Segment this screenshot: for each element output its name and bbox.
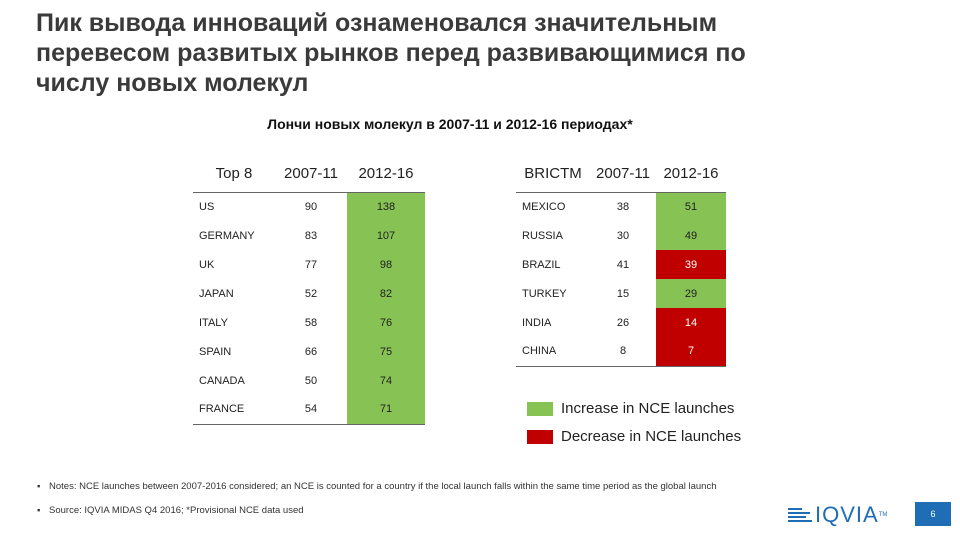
value-2007-11-cell: 8 — [590, 337, 656, 367]
logo-tm: TM — [878, 512, 888, 518]
value-2007-11-cell: 38 — [616, 200, 630, 213]
note-2-text: Source: IQVIA MIDAS Q4 2016; *Provisiona… — [49, 505, 304, 516]
note-1: ▪ Notes: NCE launches between 2007-2016 c… — [37, 481, 717, 492]
table-row: ITALY 58 76 — [193, 308, 425, 337]
value-2007-11-cell: 15 — [616, 287, 630, 300]
value-2012-16-cell: 29 — [656, 279, 726, 308]
legend-decrease: Decrease in NCE launches — [527, 428, 741, 445]
value-2012-16-cell: 51 — [656, 192, 726, 221]
value-2007-11-cell: 30 — [616, 229, 630, 242]
value-2007-11-cell: 83 — [304, 229, 318, 242]
table-row: CHINA 8 7 — [516, 337, 726, 367]
logo-lines-icon — [788, 508, 812, 522]
country-cell: CANADA — [199, 374, 245, 387]
table-row: MEXICO 38 51 — [516, 192, 726, 221]
legend-decrease-label: Decrease in NCE launches — [561, 428, 742, 445]
value-2007-11-cell: 52 — [304, 287, 318, 300]
country-cell: ITALY — [199, 316, 228, 329]
value-2012-16-cell: 74 — [347, 366, 425, 395]
value-2007-11-cell: 90 — [304, 200, 318, 213]
brictm-table: BRICTM 2007-11 2012-16 MEXICO 38 51 RUSSIA 30 49… — [516, 156, 726, 367]
table-row: UK 77 98 — [193, 250, 425, 279]
top8-header-2: 2012-16 — [347, 156, 425, 193]
value-2007-11-cell: 41 — [616, 258, 630, 271]
value-2012-16-cell: 39 — [656, 250, 726, 279]
note-1-text: Notes: NCE launches between 2007-2016 co… — [49, 481, 717, 492]
country-cell: TURKEY — [522, 287, 567, 300]
top8-header-1: 2007-11 — [275, 156, 347, 193]
title-line-1: Пик вывода инноваций ознаменовался значи… — [36, 9, 718, 37]
value-2012-16-cell: 76 — [347, 308, 425, 337]
value-2012-16-cell: 107 — [347, 221, 425, 250]
table-row: GERMANY 83 107 — [193, 221, 425, 250]
country-cell: INDIA — [522, 316, 552, 329]
brictm-header-1: 2007-11 — [590, 156, 656, 193]
table-row: RUSSIA 30 49 — [516, 221, 726, 250]
country-cell: JAPAN — [199, 287, 234, 300]
value-2012-16-cell: 98 — [347, 250, 425, 279]
table-subtitle: Лончи новых молекул в 2007-11 и 2012-16 … — [267, 116, 633, 132]
note-2: ▪ Source: IQVIA MIDAS Q4 2016; *Provision… — [37, 505, 304, 516]
brictm-header-0: BRICTM — [516, 156, 590, 193]
country-cell: GERMANY — [199, 229, 255, 242]
legend-increase-label: Increase in NCE launches — [561, 400, 735, 417]
slide-title: Пик вывода инноваций ознаменовался значи… — [36, 8, 916, 98]
title-line-2: перевесом развитых рынков перед развиваю… — [36, 39, 746, 67]
bullet-icon: ▪ — [37, 505, 41, 516]
country-cell: UK — [199, 258, 215, 271]
value-2007-11-cell: 77 — [304, 258, 318, 271]
brictm-header-row: BRICTM 2007-11 2012-16 — [516, 156, 726, 193]
value-2012-16-cell: 71 — [347, 395, 425, 425]
table-row: BRAZIL 41 39 — [516, 250, 726, 279]
value-2007-11-cell: 26 — [616, 316, 630, 329]
value-2012-16-cell: 49 — [656, 221, 726, 250]
bullet-icon: ▪ — [37, 481, 41, 492]
value-2007-11-cell: 54 — [275, 395, 347, 425]
country-cell: MEXICO — [522, 200, 566, 213]
value-2007-11-cell: 66 — [304, 345, 318, 358]
value-2007-11-cell: 58 — [304, 316, 318, 329]
table-row: US 90 138 — [193, 192, 425, 221]
legend-increase: Increase in NCE launches — [527, 400, 734, 417]
brictm-header-2: 2012-16 — [656, 156, 726, 193]
value-2012-16-cell: 7 — [656, 337, 726, 367]
table-row: JAPAN 52 82 — [193, 279, 425, 308]
value-2007-11-cell: 50 — [304, 374, 318, 387]
value-2012-16-cell: 14 — [656, 308, 726, 337]
table-row: CANADA 50 74 — [193, 366, 425, 395]
top8-header-row: Top 8 2007-11 2012-16 — [193, 156, 425, 193]
table-row: TURKEY 15 29 — [516, 279, 726, 308]
country-cell: BRAZIL — [522, 258, 561, 271]
country-cell: US — [199, 200, 215, 213]
table-row: SPAIN 66 75 — [193, 337, 425, 366]
top8-header-0: Top 8 — [193, 156, 275, 193]
country-cell: RUSSIA — [522, 229, 563, 242]
value-2012-16-cell: 75 — [347, 337, 425, 366]
country-cell: SPAIN — [199, 345, 232, 358]
top8-table: Top 8 2007-11 2012-16 US 90 138 GERMANY 83 107 UK… — [193, 156, 425, 425]
country-cell: FRANCE — [193, 395, 275, 425]
page-number: 6 — [915, 502, 951, 526]
table-row: INDIA 26 14 — [516, 308, 726, 337]
legend-decrease-swatch — [527, 429, 553, 444]
value-2012-16-cell: 138 — [347, 192, 425, 221]
table-row: FRANCE 54 71 — [193, 395, 425, 425]
value-2012-16-cell: 82 — [347, 279, 425, 308]
logo-text: IQVIA — [815, 502, 879, 527]
title-line-3: числу новых молекул — [36, 69, 309, 97]
iqvia-logo: IQVIA TM — [788, 502, 887, 528]
legend-increase-swatch — [527, 401, 553, 416]
country-cell: CHINA — [516, 337, 590, 367]
